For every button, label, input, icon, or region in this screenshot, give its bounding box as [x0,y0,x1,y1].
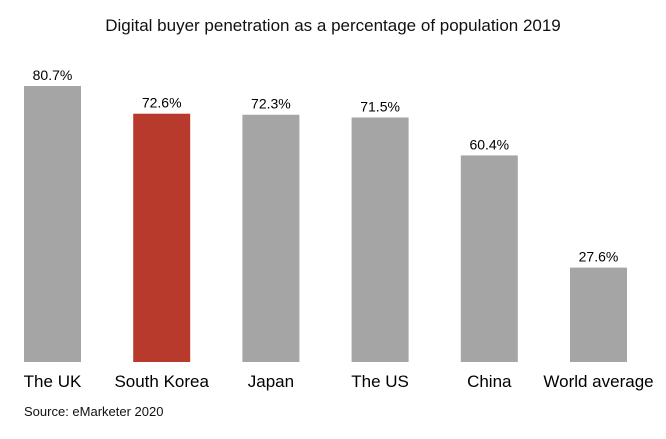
bar-the-us [351,117,409,362]
category-label: The US [351,372,409,391]
bar-japan [242,114,300,362]
bar-south-korea [133,113,191,362]
category-label: Japan [248,372,294,391]
category-label: South Korea [114,372,209,391]
data-label: 27.6% [579,249,619,265]
data-label: 72.6% [142,95,182,111]
data-label: 60.4% [469,136,509,152]
category-label: World average [543,372,653,391]
bar-china [460,155,518,362]
source-note: Source: eMarketer 2020 [24,404,164,419]
category-label: The UK [24,372,82,391]
bar-the-uk [24,86,81,363]
data-label: 72.3% [251,96,291,112]
category-label: China [467,372,512,391]
data-label: 71.5% [360,98,400,114]
data-label: 80.7% [33,67,73,83]
bar-world-average [570,267,627,362]
chart-title: Digital buyer penetration as a percentag… [105,16,561,35]
